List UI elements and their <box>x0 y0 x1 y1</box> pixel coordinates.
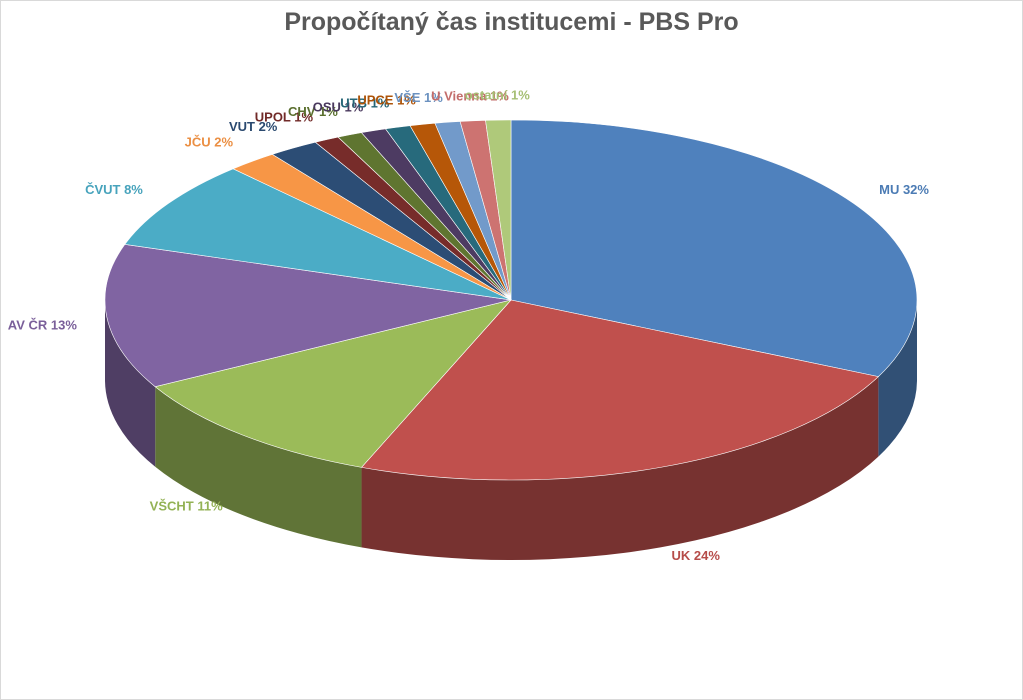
chart-title: Propočítaný čas institucemi - PBS Pro <box>284 8 739 36</box>
data-label-osu: OSU 1% <box>313 99 364 114</box>
data-label-uk: UK 24% <box>672 548 721 563</box>
pie-labels: MU 32% UK 24% VŠCHT 11% AV ČR 13% ČVUT 8% JČU… <box>8 88 930 564</box>
data-label-cvut: ČVUT 8% <box>85 182 143 197</box>
data-label-vscht: VŠCHT 11% <box>150 498 223 513</box>
side-vscht <box>155 386 362 548</box>
slice-cvut <box>124 168 512 301</box>
data-label-upce: UPCE 1% <box>357 92 416 107</box>
data-label-upol: UPOL 1% <box>255 110 314 125</box>
side-uk <box>361 376 879 560</box>
side-av-cr <box>105 300 156 467</box>
slice-ostatni <box>485 119 512 301</box>
data-label-chv: CHV 1% <box>288 104 338 119</box>
slice-uk <box>360 299 879 481</box>
data-label-av-cr: AV ČR 13% <box>8 317 78 332</box>
data-label-u-vienna: U Vienna 1% <box>431 88 509 103</box>
data-label-vut: VUT 2% <box>229 119 278 134</box>
data-label-utb: UTB 1% <box>340 96 390 111</box>
data-label-vse: VŠE 1% <box>394 90 443 105</box>
slice-vscht <box>154 299 512 468</box>
slice-mu <box>510 119 918 377</box>
data-label-mu: MU 32% <box>879 182 929 197</box>
slice-av-cr <box>104 244 512 388</box>
data-label-jcu: JČU 2% <box>185 134 234 149</box>
data-label-ostatni: ostatní 1% <box>465 88 530 103</box>
pie-tops <box>104 119 918 481</box>
